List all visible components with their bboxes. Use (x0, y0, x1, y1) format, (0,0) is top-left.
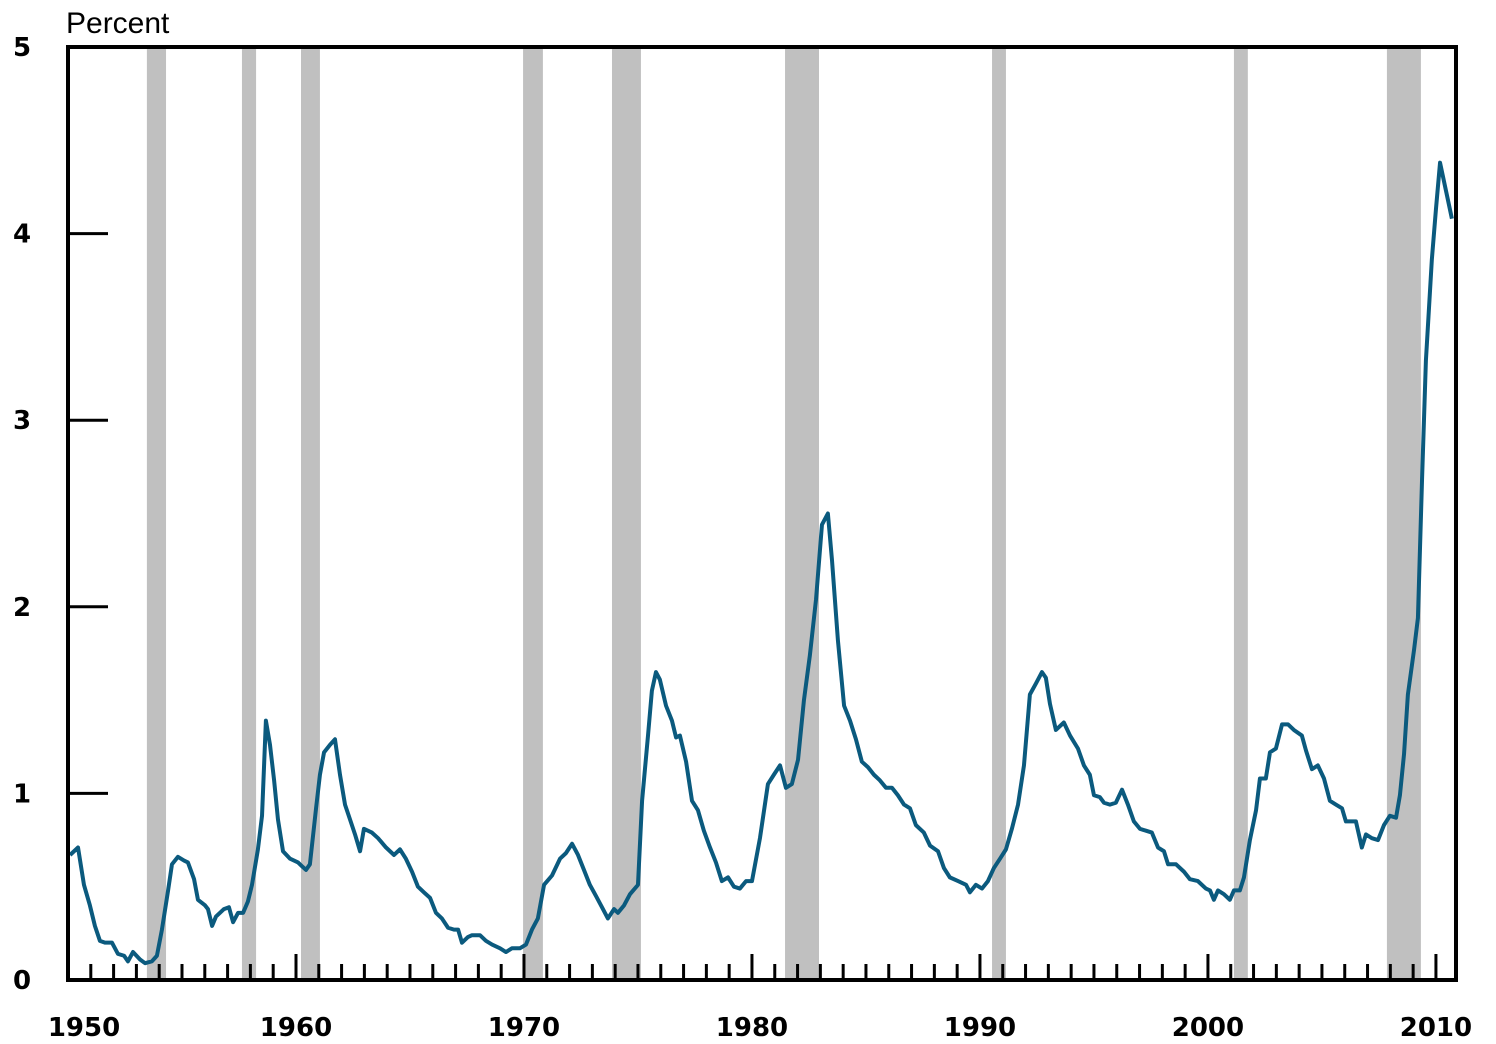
y-tick-label: 3 (13, 406, 31, 436)
y-axis-label: Percent (66, 7, 170, 40)
recession-band (611, 47, 641, 980)
recession-band (1386, 47, 1421, 980)
x-tick-label: 1980 (716, 1013, 788, 1043)
x-tick-label: 2010 (1400, 1013, 1472, 1043)
recession-band (785, 47, 819, 980)
x-tick-label: 1990 (944, 1013, 1016, 1043)
recession-band (301, 47, 320, 980)
recession-band (1233, 47, 1248, 980)
data-line (68, 160, 1454, 966)
x-tick-label: 1960 (260, 1013, 332, 1043)
plot-frame (66, 45, 1458, 982)
y-tick-label: 1 (13, 779, 31, 809)
x-tick-label: 2000 (1172, 1013, 1244, 1043)
x-tick-label: 1950 (48, 1013, 120, 1043)
x-tick-label: 1970 (488, 1013, 560, 1043)
recession-band (992, 47, 1006, 980)
y-tick-label: 0 (13, 966, 31, 996)
y-tick-label: 4 (13, 220, 31, 250)
recession-band (146, 47, 167, 980)
y-tick-label: 2 (13, 593, 31, 623)
y-tick-label: 5 (13, 33, 31, 63)
recession-band (241, 47, 257, 980)
recession-band (523, 47, 543, 980)
